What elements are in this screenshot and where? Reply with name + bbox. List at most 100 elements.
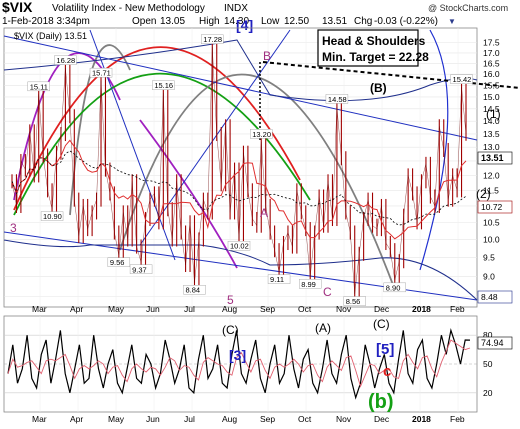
high-label: High — [199, 16, 220, 27]
wave-label-B: B — [263, 49, 271, 63]
rsi-month-label: Sep — [260, 414, 275, 424]
chg-value: -0.03 (-0.22%) — [374, 16, 438, 27]
channel-diag-2 — [139, 29, 291, 246]
last-value-badge: 13.51 — [481, 153, 504, 163]
price-annotation: 14.58 — [328, 95, 347, 104]
callout-line2: Min. Target = 22.28 — [322, 50, 429, 64]
price-tick-label: 9.5 — [483, 252, 495, 262]
price-tick-label: 13.5 — [483, 129, 500, 139]
price-annotation: 8.90 — [386, 283, 401, 292]
price-annotations: 15.11 16.28 15.71 15.16 17.28 10.90 9.56 9.37 8.… — [27, 34, 473, 306]
last-value-badge-bg — [477, 151, 513, 165]
arc-red — [13, 46, 301, 211]
price-annotation: 9.11 — [270, 275, 284, 284]
chg-label: Chg — [354, 16, 372, 27]
price-annotation: 15.11 — [30, 82, 48, 91]
rsi-signal-line — [7, 339, 471, 388]
price-line — [11, 47, 467, 295]
chart-title-exchange: INDX — [224, 3, 248, 14]
price-month-label: 2018 — [412, 304, 431, 314]
price-month-label: Dec — [374, 304, 390, 314]
wave-label-1: (1) — [486, 107, 501, 121]
callout-line1: Head & Shoulders — [322, 34, 426, 48]
annotation-box — [383, 282, 406, 293]
rsi-wave-C1: (C) — [222, 323, 239, 337]
rsi-last-badge: 74.94 — [481, 338, 504, 348]
right-label-1: 10.72 — [481, 202, 503, 212]
price-month-label: Aug — [222, 304, 237, 314]
price-annotation: 9.37 — [132, 265, 147, 274]
envelope-upper — [3, 39, 478, 102]
price-tick-label: 14.5 — [483, 104, 500, 114]
rsi-tick-label: 20 — [483, 388, 493, 398]
price-tick-label: 17.0 — [483, 48, 500, 58]
annotation-box — [89, 67, 113, 78]
annotation-box — [40, 211, 64, 221]
price-tick-label: 17.5 — [483, 38, 500, 48]
price-annotation: 16.28 — [56, 56, 75, 65]
wave-label-5: 5 — [227, 293, 234, 307]
price-panel-frame — [3, 27, 478, 308]
rsi-series — [7, 328, 471, 400]
arc-gray-2 — [119, 73, 396, 291]
rsi-wave-A: (A) — [315, 321, 331, 335]
annotation-box — [201, 34, 224, 44]
price-series — [11, 40, 467, 302]
rsi-wave-b: (b) — [368, 391, 394, 413]
price-tick-label: 11.5 — [483, 185, 499, 195]
rsi-wave-3: [3] — [229, 347, 246, 363]
price-annotation: 10.02 — [230, 242, 249, 251]
price-month-label: Mar — [32, 304, 47, 314]
moving-average-short — [11, 139, 467, 240]
rsi-tick-label: 50 — [483, 359, 493, 369]
series-legend: $VIX (Daily) 13.51 — [14, 31, 87, 41]
annotation-box — [450, 74, 473, 84]
price-annotation: 8.56 — [346, 297, 361, 306]
rsi-month-label: Feb — [450, 414, 465, 424]
last-value-header: 13.51 — [322, 16, 347, 27]
right-label-1-bg — [477, 200, 513, 214]
rsi-line — [7, 328, 471, 400]
low-label: Low — [261, 16, 280, 27]
channel-upper — [3, 35, 478, 141]
rsi-month-label: 2018 — [412, 414, 431, 424]
rsi-month-label: Jul — [184, 414, 195, 424]
wave-label-2: (2) — [476, 187, 491, 201]
rsi-month-label: Oct — [298, 414, 312, 424]
price-month-label: Nov — [336, 304, 352, 314]
rsi-month-label: Apr — [70, 414, 83, 424]
annotation-box — [299, 279, 322, 289]
degree-label: [4] — [236, 17, 253, 33]
right-label-2-bg — [477, 290, 513, 304]
price-tick-label: 16.0 — [483, 69, 500, 79]
callout-box — [317, 29, 419, 67]
annotation-box — [227, 240, 251, 251]
annotation-box — [107, 257, 131, 267]
rsi-month-label: Nov — [336, 414, 352, 424]
open-value: 13.05 — [160, 16, 185, 27]
price-annotation: 10.90 — [43, 212, 62, 221]
chart-title-name: Volatility Index - New Methodology — [52, 3, 205, 14]
price-month-label: Jul — [184, 304, 195, 314]
price-tick-label: 12.0 — [483, 170, 500, 180]
rsi-month-label: May — [108, 414, 125, 424]
rsi-month-label: Mar — [32, 414, 47, 424]
price-annotation: 17.28 — [203, 35, 222, 44]
high-value: 14.30 — [224, 16, 249, 27]
price-tick-label: 14.0 — [483, 116, 500, 126]
cycle-arcs — [13, 29, 449, 291]
header-dropdown-icon[interactable]: ▼ — [448, 17, 456, 26]
annotation-box — [152, 80, 175, 90]
price-annotation: 8.99 — [301, 280, 316, 289]
wave-label-3: 3 — [10, 221, 17, 235]
moving-average-long — [11, 150, 467, 226]
rsi-month-label: Aug — [222, 414, 237, 424]
price-axis: 8.59.09.510.010.511.011.512.012.513.013.… — [483, 38, 500, 302]
annotation-box — [183, 285, 206, 295]
price-annotation: 15.71 — [92, 69, 111, 78]
price-annotation: 9.56 — [110, 258, 125, 267]
rsi-tick-label: 80 — [483, 330, 493, 340]
annotation-box — [267, 274, 291, 284]
annotation-box — [27, 81, 50, 92]
